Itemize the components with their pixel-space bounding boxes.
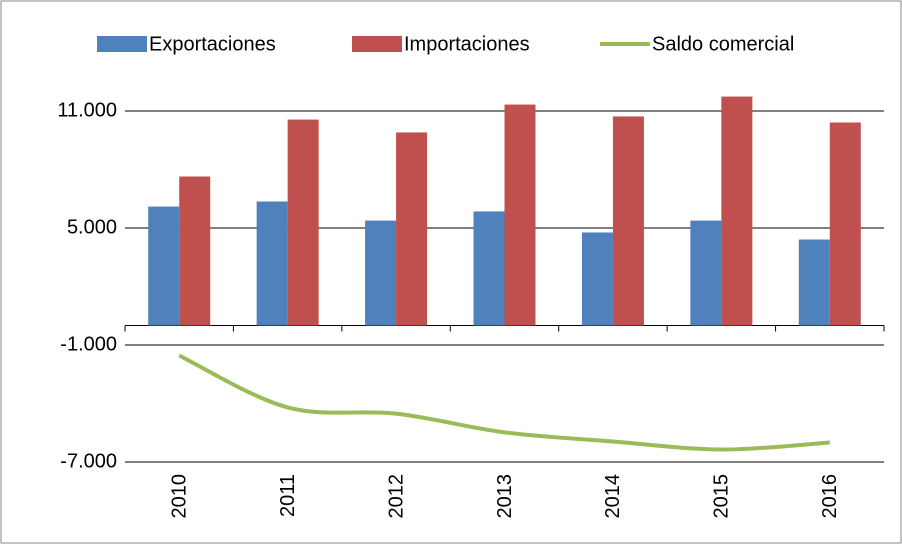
bar (473, 211, 505, 326)
y-tick-label: -1.000 (60, 333, 117, 355)
bar (504, 104, 536, 326)
bar (581, 232, 613, 326)
bar (256, 201, 288, 326)
x-tick-label: 2011 (277, 474, 299, 517)
legend-label: Exportaciones (149, 33, 276, 55)
bar (148, 206, 180, 326)
bar (365, 220, 397, 326)
bar (179, 176, 211, 326)
x-tick-label: 2016 (819, 474, 841, 519)
y-tick-label: 11.000 (57, 99, 117, 121)
bar (829, 122, 861, 326)
legend-label: Importaciones (404, 33, 530, 55)
x-tick-label: 2014 (602, 474, 624, 519)
legend-swatch (352, 36, 402, 52)
bar (287, 119, 319, 326)
x-tick-label: 2015 (711, 474, 733, 519)
x-tick-label: 2013 (494, 474, 516, 519)
y-tick-label: -7.000 (60, 450, 117, 472)
bar (396, 132, 428, 326)
x-tick-label: 2010 (168, 474, 190, 519)
line (178, 353, 830, 452)
bar (721, 96, 753, 326)
bar (612, 116, 644, 326)
legend-label: Saldo comercial (652, 33, 794, 55)
bar (798, 239, 830, 326)
bar (690, 220, 722, 326)
legend-swatch (97, 36, 147, 52)
x-tick-label: 2012 (385, 474, 407, 519)
y-tick-label: 5.000 (67, 216, 117, 238)
